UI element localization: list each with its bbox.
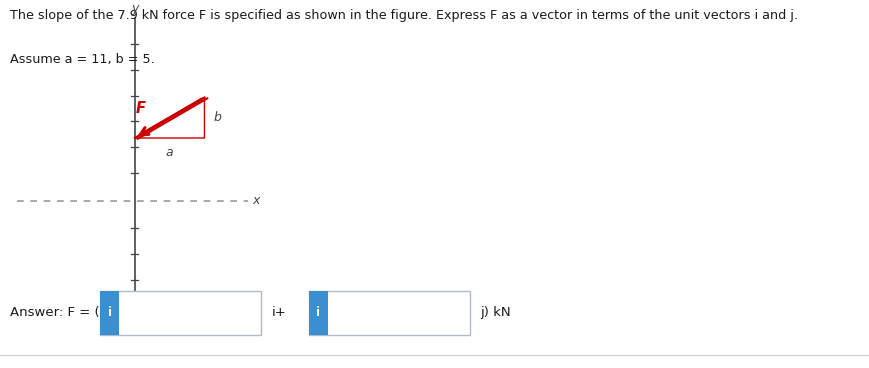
Text: i: i (316, 306, 320, 319)
Text: The slope of the 7.9 kN force F is specified as shown in the figure. Express F a: The slope of the 7.9 kN force F is speci… (10, 9, 798, 22)
Text: b: b (213, 111, 221, 124)
Text: Assume a = 11, b = 5.: Assume a = 11, b = 5. (10, 53, 155, 66)
Text: j) kN: j) kN (480, 306, 510, 319)
Bar (308, 291, 469, 335)
Text: y: y (131, 2, 138, 15)
Bar (100, 291, 119, 335)
Text: i: i (108, 306, 111, 319)
Bar (100, 291, 261, 335)
Bar (308, 291, 328, 335)
Text: i+: i+ (271, 306, 286, 319)
Text: x: x (252, 194, 259, 207)
Text: a: a (166, 146, 173, 159)
Text: F: F (136, 101, 145, 116)
Text: Answer: F = (: Answer: F = ( (10, 306, 100, 319)
